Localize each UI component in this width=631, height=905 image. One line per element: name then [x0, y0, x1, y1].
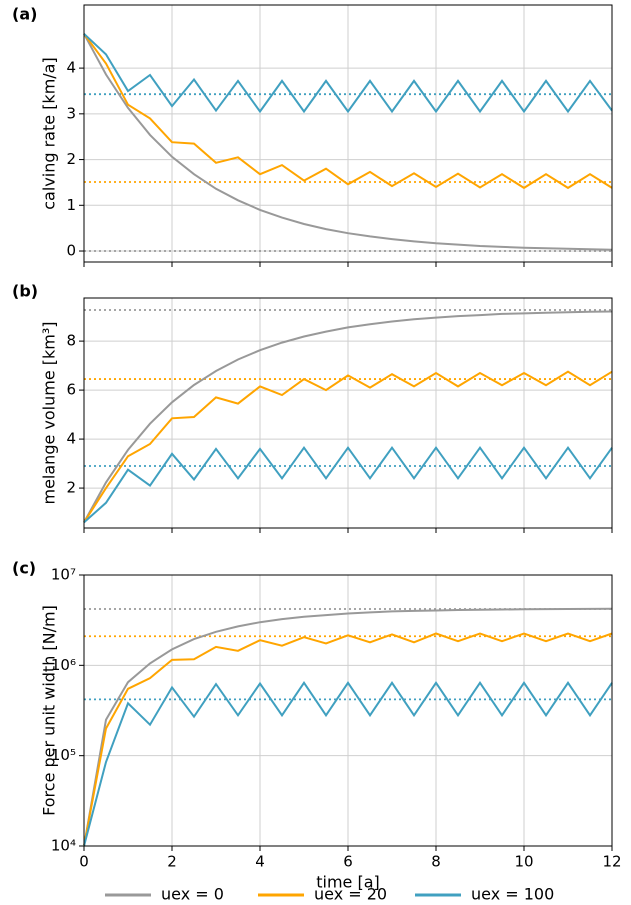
series-line — [83, 370, 613, 523]
y-axis-label: calving rate [km/a] — [40, 57, 59, 209]
y-tick-label: 10⁴ — [51, 837, 76, 855]
x-tick-label: 4 — [255, 853, 265, 871]
y-tick-label: 0 — [66, 242, 76, 260]
legend-label: uex = 20 — [314, 885, 387, 904]
plot-frame — [83, 574, 613, 847]
y-tick-label: 10⁶ — [51, 656, 76, 674]
series-line — [83, 33, 613, 190]
x-axis-label: time [a] — [316, 873, 380, 892]
x-tick-label: 12 — [602, 853, 621, 871]
y-tick-label: 4 — [66, 59, 76, 77]
series-line — [83, 632, 613, 847]
series-line — [83, 445, 613, 524]
plot-frame — [83, 297, 613, 529]
y-tick-label: 8 — [66, 332, 76, 350]
series-line — [83, 33, 613, 114]
y-tick-label: 10⁷ — [51, 566, 76, 584]
series-line — [83, 310, 613, 523]
y-tick-label: 10⁵ — [51, 746, 76, 764]
y-tick-label: 2 — [66, 479, 76, 497]
y-tick-label: 2 — [66, 150, 76, 168]
panel-label: (b) — [12, 282, 38, 301]
panel-label: (c) — [12, 559, 36, 578]
x-tick-label: 8 — [431, 853, 441, 871]
y-axis-label: Force per unit width [N/m] — [40, 605, 59, 816]
x-tick-label: 10 — [514, 853, 533, 871]
y-tick-label: 6 — [66, 381, 76, 399]
legend-label: uex = 100 — [471, 885, 554, 904]
y-tick-label: 1 — [66, 196, 76, 214]
x-tick-label: 2 — [167, 853, 177, 871]
x-tick-label: 6 — [343, 853, 353, 871]
x-tick-label: 0 — [79, 853, 89, 871]
panel-label: (a) — [12, 5, 37, 24]
series-line — [83, 681, 613, 847]
series-line — [83, 33, 613, 251]
plot-frame — [83, 4, 613, 263]
y-tick-label: 4 — [66, 430, 76, 448]
y-axis-label: melange volume [km³] — [40, 321, 59, 504]
y-tick-label: 3 — [66, 104, 76, 122]
series-line — [83, 607, 613, 847]
legend-label: uex = 0 — [161, 885, 224, 904]
